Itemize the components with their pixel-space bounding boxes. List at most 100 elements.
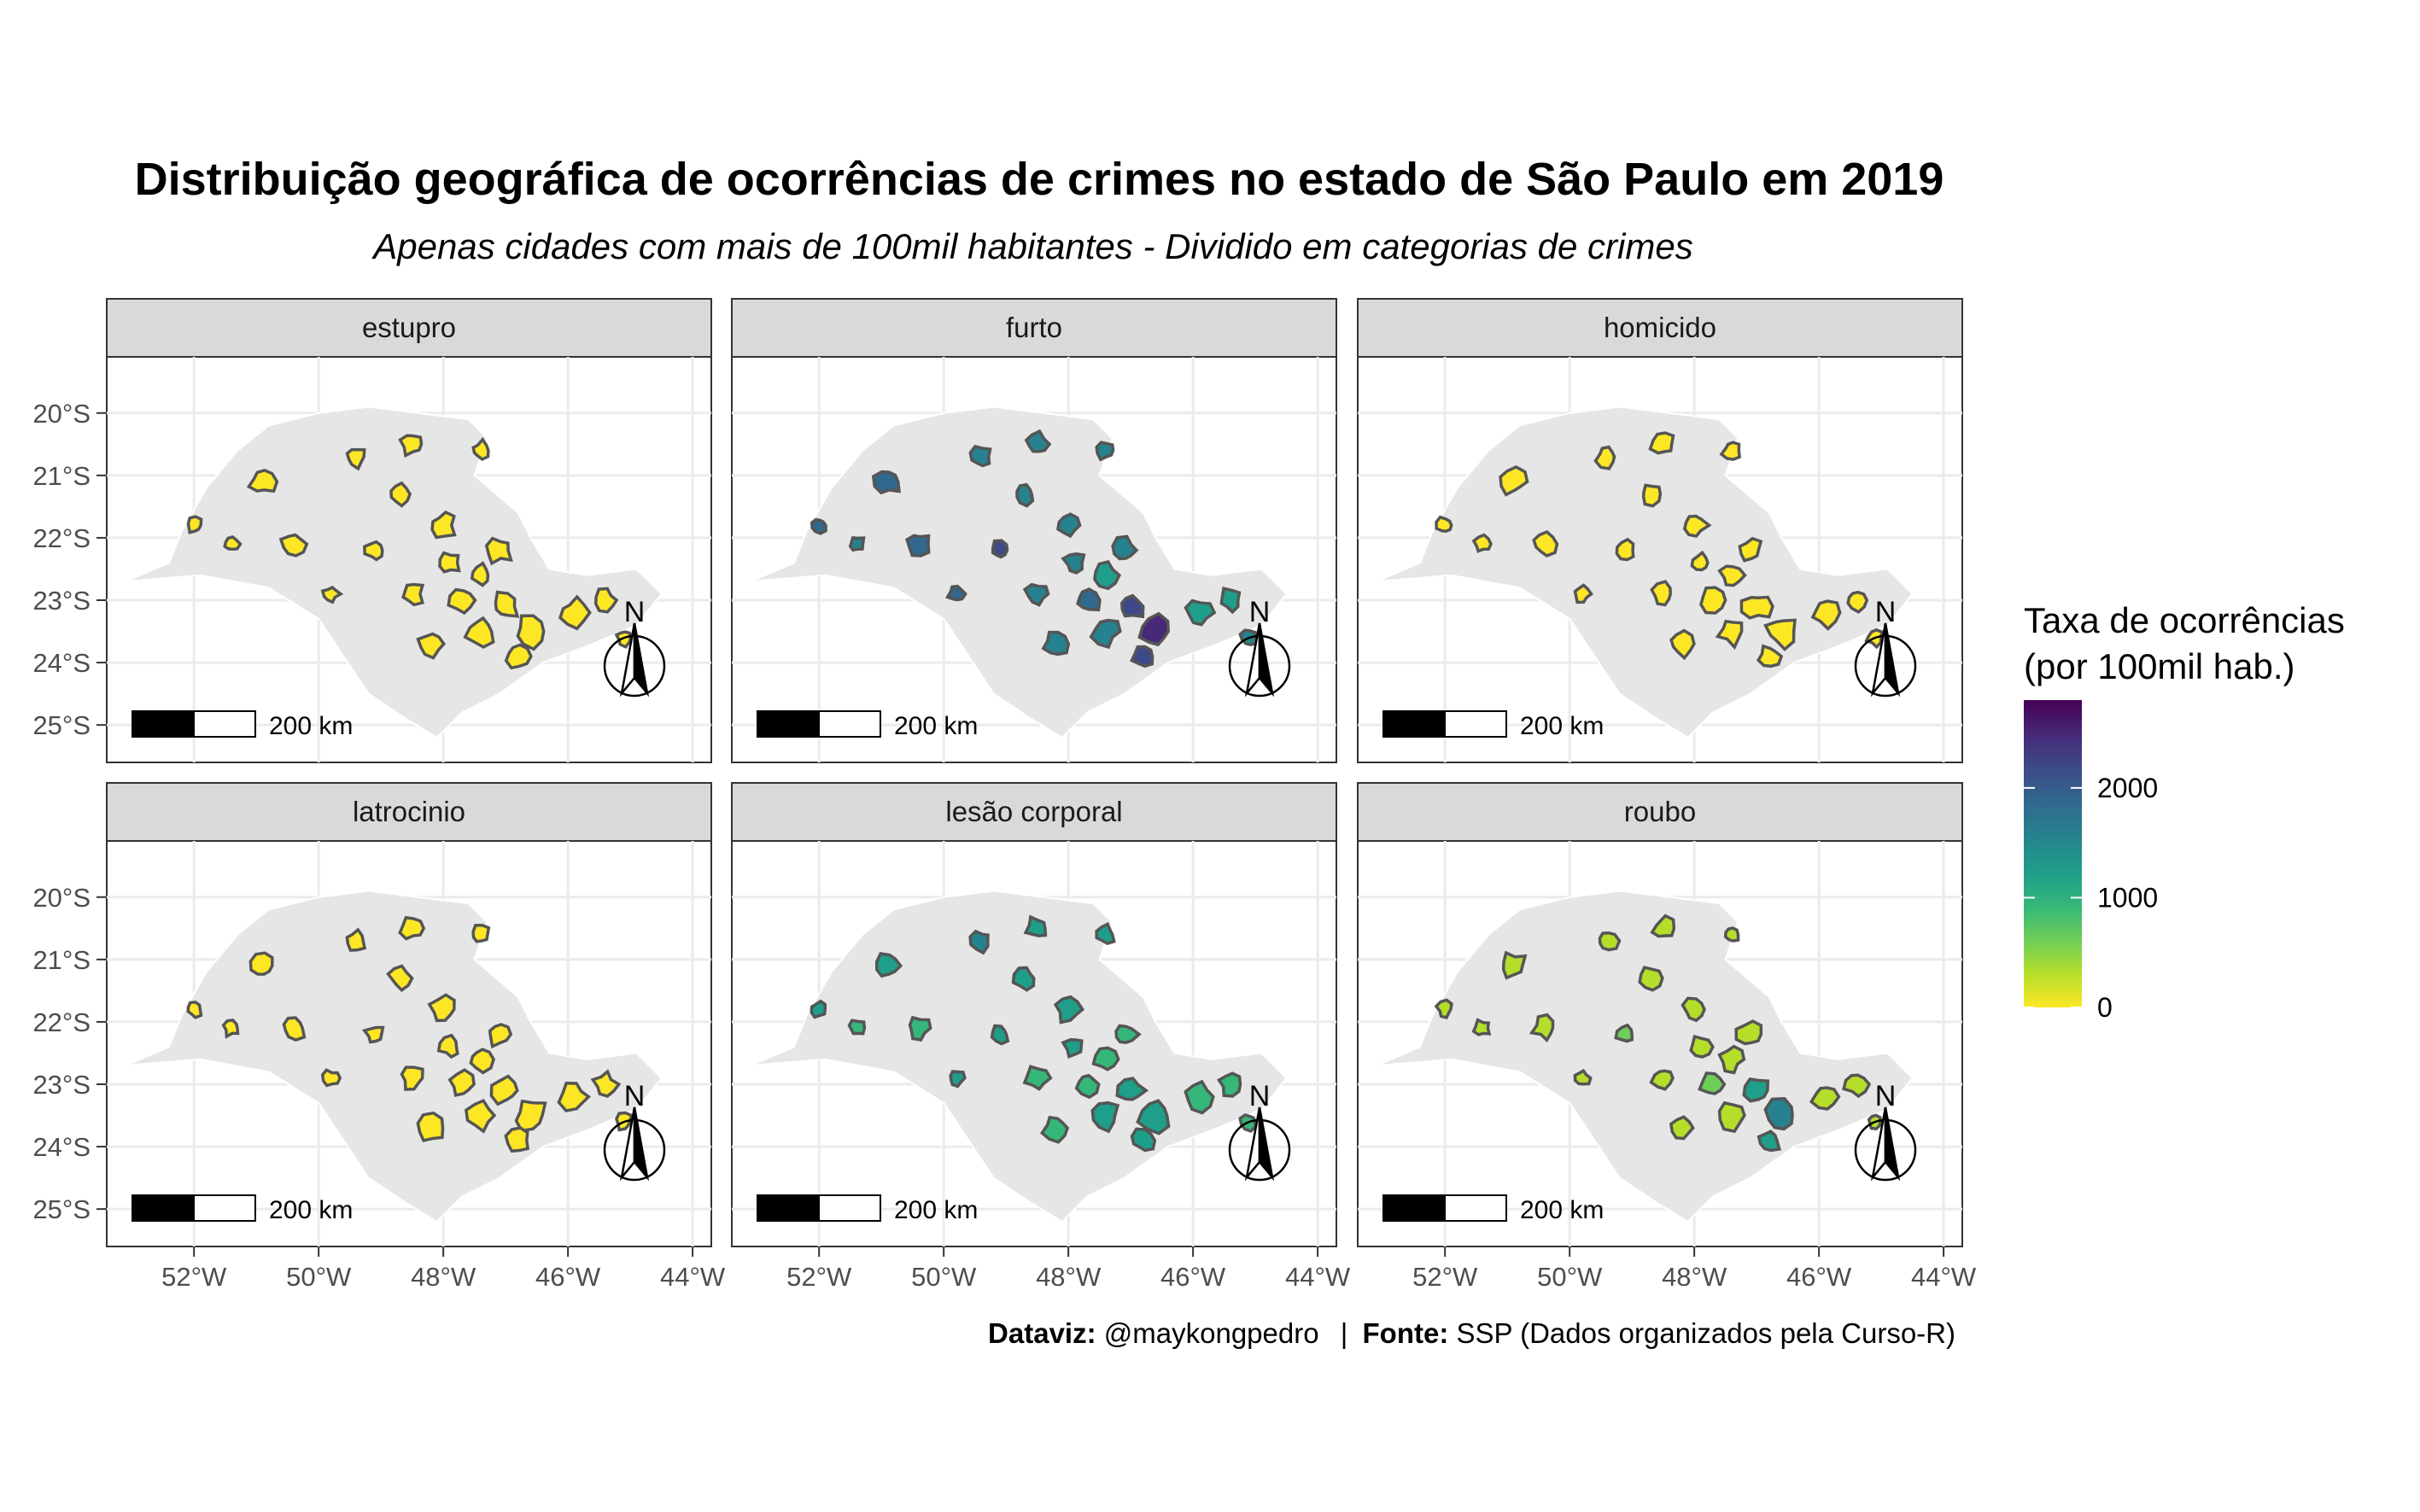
city-polygon <box>1435 515 1453 533</box>
lat-tick-label: 22°S <box>32 1007 91 1037</box>
city-polygon <box>1742 1077 1770 1103</box>
caption-dataviz-value: @maykongpedro <box>1104 1317 1319 1349</box>
city-polygon <box>1061 1038 1084 1059</box>
north-arrow: N <box>1228 596 1291 698</box>
lon-tick-label: 46°W <box>1786 1262 1852 1292</box>
north-arrow: N <box>1228 1080 1291 1182</box>
city-polygon <box>447 587 477 616</box>
north-label: N <box>1249 596 1271 628</box>
city-polygon <box>1039 1115 1070 1144</box>
city-polygon <box>1095 921 1116 945</box>
scale-bar: 200 km <box>1382 1194 1604 1224</box>
city-polygon <box>1219 587 1242 615</box>
city-polygon <box>1757 1130 1782 1153</box>
city-polygon <box>1641 483 1663 508</box>
city-polygon <box>1471 1018 1492 1036</box>
city-polygon <box>1130 645 1154 668</box>
city-polygon <box>1763 1097 1794 1131</box>
city-polygon <box>1593 445 1616 470</box>
city-polygon <box>400 1065 424 1091</box>
north-arrow: N <box>603 1080 666 1182</box>
lat-tick-label: 22°S <box>32 523 91 553</box>
city-polygon <box>494 590 520 618</box>
city-polygon <box>363 540 384 562</box>
lon-tick-label: 50°W <box>911 1262 977 1292</box>
latitude-axis: 20°S 21°S 22°S 23°S 24°S 25°S 20°S 21°S 22°S 23°S… <box>32 399 107 1224</box>
city-polygon <box>436 1033 459 1060</box>
city-polygon <box>558 594 592 631</box>
city-polygon <box>246 468 279 493</box>
city-polygon <box>278 533 309 558</box>
city-polygon <box>1739 595 1774 620</box>
panel-latrocinio: latrocinio 200 km N <box>106 782 712 1247</box>
city-polygon <box>614 630 633 649</box>
lat-tick-label: 21°S <box>32 945 91 975</box>
city-polygon <box>1846 590 1869 614</box>
scale-bar: 200 km <box>132 1194 353 1224</box>
city-polygon <box>186 1000 203 1019</box>
city-polygon <box>1717 1044 1746 1075</box>
color-legend: Taxa de ocorrências (por 100mil hab.) 20… <box>2024 600 2345 1023</box>
lon-tick-label: 44°W <box>660 1262 726 1292</box>
scale-label: 200 km <box>269 1196 353 1224</box>
city-polygon <box>1015 482 1035 508</box>
city-polygon <box>1756 644 1784 668</box>
legend-tick-label: 0 <box>2097 992 2113 1023</box>
city-polygon <box>186 515 203 534</box>
panel-estupro: estupro 200 km N <box>106 298 712 763</box>
city-polygon <box>1111 534 1139 561</box>
city-polygon <box>874 951 903 978</box>
city-polygon <box>1615 537 1635 562</box>
city-polygon <box>1648 431 1675 455</box>
city-polygon <box>345 927 367 952</box>
city-polygon <box>438 551 461 574</box>
city-polygon <box>1137 611 1170 647</box>
north-label: N <box>1249 1080 1271 1112</box>
city-polygon <box>1024 429 1052 453</box>
north-label: N <box>624 1080 646 1112</box>
city-polygon <box>1763 618 1797 651</box>
city-polygon <box>1734 1019 1763 1046</box>
city-polygon <box>1690 550 1710 572</box>
panel-furto: furto 200 km N <box>731 298 1337 763</box>
lat-tick-label: 23°S <box>32 1070 91 1100</box>
lon-tick-label: 48°W <box>1662 1262 1727 1292</box>
city-polygon <box>1669 1115 1695 1141</box>
city-polygon <box>1074 1073 1101 1100</box>
caption-fonte-value: SSP (Dados organizados pela Curso-R) <box>1456 1317 1955 1349</box>
legend-tick-label: 1000 <box>2097 882 2158 913</box>
city-polygon <box>471 436 490 462</box>
lon-tick-label: 48°W <box>411 1262 476 1292</box>
city-polygon <box>904 534 931 558</box>
city-polygon <box>1011 966 1036 992</box>
city-polygon <box>427 993 456 1023</box>
city-polygon <box>1136 1099 1171 1135</box>
scale-bar: 200 km <box>1382 710 1604 740</box>
city-polygon <box>1053 995 1085 1025</box>
scale-bar: 200 km <box>757 710 978 740</box>
city-polygon <box>1091 1046 1120 1071</box>
city-polygon <box>320 1068 342 1088</box>
city-polygon <box>847 1019 867 1036</box>
north-arrow: N <box>603 596 666 698</box>
city-polygon <box>345 447 366 471</box>
city-polygon <box>908 1015 932 1042</box>
lon-tick-label: 46°W <box>1160 1262 1226 1292</box>
city-polygon <box>1041 630 1071 657</box>
city-polygon <box>1689 1034 1715 1059</box>
strip-label: estupro <box>362 312 456 343</box>
city-polygon <box>968 929 990 955</box>
city-polygon <box>248 951 274 976</box>
city-polygon <box>1130 1127 1157 1153</box>
panel-lesao-corporal: lesão corporal 200 km N <box>731 782 1337 1247</box>
city-polygon <box>401 582 425 607</box>
city-polygon <box>1573 1068 1593 1086</box>
city-polygon <box>361 1025 385 1044</box>
city-polygon <box>590 1069 622 1098</box>
city-polygon <box>1061 552 1086 575</box>
scale-bar: 200 km <box>132 710 353 740</box>
panel-homicido: homicido 200 km N <box>1357 298 1963 763</box>
strip-latrocinio <box>106 782 712 842</box>
city-polygon <box>1717 1100 1746 1134</box>
